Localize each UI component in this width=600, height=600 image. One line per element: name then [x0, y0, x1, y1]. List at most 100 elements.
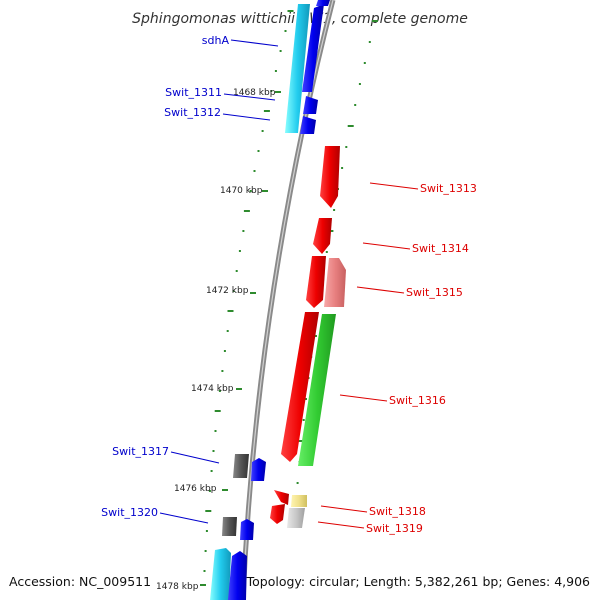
label-Swit_1316[interactable]: Swit_1316	[389, 394, 446, 407]
label-Swit_1313[interactable]: Swit_1313	[420, 182, 477, 195]
gene-Swit_1315-red[interactable]	[306, 256, 326, 308]
gene-Swit_1316-green[interactable]	[298, 314, 336, 466]
label-Swit_1318[interactable]: Swit_1318	[369, 505, 426, 518]
label-Swit_1320[interactable]: Swit_1320	[101, 506, 158, 519]
outer-ring-tick	[333, 209, 336, 211]
gene-Swit_1319-red[interactable]	[270, 504, 285, 524]
outer-ring-tick	[305, 398, 307, 400]
inner-ring-tick	[270, 90, 273, 92]
leader-Swit_1312	[222, 113, 271, 121]
kbp-tick-1474	[236, 388, 242, 390]
inner-ring-tick	[223, 350, 226, 352]
gene-Swit_1315-pink[interactable]	[324, 258, 346, 307]
inner-ring-tick	[238, 250, 241, 252]
kbp-tick-1472	[250, 292, 256, 294]
label-Swit_1315[interactable]: Swit_1315	[406, 286, 463, 299]
gene-Swit_1313[interactable]	[320, 146, 340, 208]
gene-Swit_1320-gray[interactable]	[222, 517, 237, 536]
inner-ring-tick	[279, 50, 282, 52]
inner-ring-tick	[204, 550, 207, 552]
inner-ring-tick	[227, 310, 234, 312]
gene-Swit_1317-gray[interactable]	[233, 454, 249, 478]
reverse-labels: Swit_1313 Swit_1314 Swit_1315 Swit_1316 …	[317, 182, 477, 535]
inner-ring-tick	[249, 190, 252, 192]
gene-Swit_1318-khaki[interactable]	[291, 495, 307, 507]
leader-sdhA	[230, 39, 279, 47]
label-Swit_1311[interactable]: Swit_1311	[165, 86, 222, 99]
kbp-label-1472: 1472 kbp	[206, 286, 249, 296]
outer-ring-tick	[354, 104, 357, 106]
leader-Swit_1311	[223, 93, 276, 101]
kbp-label-1468: 1468 kbp	[233, 88, 276, 98]
kbp-tick-1478	[200, 584, 206, 586]
leader-Swit_1317	[170, 451, 220, 464]
kbp-scale: 1468 kbp 1470 kbp 1472 kbp 1474 kbp 1476…	[156, 88, 281, 592]
gene-Swit_1319-gray[interactable]	[287, 508, 305, 528]
gene-Swit_1318-red[interactable]	[274, 490, 289, 505]
inner-ring-tick	[205, 530, 208, 532]
inner-ring-tick	[212, 450, 215, 452]
gene-Swit_1320-blue[interactable]	[240, 519, 254, 540]
inner-ring-tick	[232, 290, 235, 292]
kbp-label-1476: 1476 kbp	[174, 484, 217, 494]
inner-ring-tick	[243, 210, 250, 212]
label-sdhA[interactable]: sdhA	[202, 34, 230, 47]
outer-ring-tick	[298, 440, 305, 442]
inner-ring-tick	[214, 410, 221, 412]
leader-Swit_1316	[339, 394, 388, 402]
label-Swit_1312[interactable]: Swit_1312	[164, 106, 221, 119]
outer-ring-tick	[347, 125, 354, 127]
outer-ring-tick	[371, 20, 378, 22]
inner-ring-tick	[284, 30, 287, 32]
leader-Swit_1313	[369, 182, 419, 190]
inner-ring-tick	[214, 430, 217, 432]
inner-ring-tick	[226, 330, 229, 332]
inner-ring-tick	[210, 470, 213, 472]
gene-sdhA-cyan[interactable]	[285, 4, 310, 133]
outer-ring-tick	[296, 482, 299, 484]
gene-Swit_1311[interactable]	[303, 96, 318, 114]
gene-Swit_1314[interactable]	[313, 218, 332, 254]
inner-ring-tick	[208, 490, 211, 492]
inner-ring-tick	[235, 270, 238, 272]
inner-ring-tick	[203, 570, 206, 572]
forward-labels: sdhA Swit_1311 Swit_1312 Swit_1317 Swit_…	[101, 34, 279, 524]
gene-Swit_1312[interactable]	[300, 116, 316, 134]
gene-Swit_1317-blue[interactable]	[251, 458, 266, 481]
outer-ring-tick	[368, 41, 371, 43]
inner-ring-tick	[261, 130, 264, 132]
reverse-genes	[270, 146, 346, 528]
inner-ring-tick	[205, 510, 212, 512]
gene-bottom-cyan[interactable]	[210, 548, 231, 600]
gene-top-blue[interactable]	[316, 0, 330, 6]
inner-ring-tick	[274, 70, 277, 72]
outer-ring-tick	[325, 251, 328, 253]
inner-ring-tick	[221, 370, 224, 372]
inner-ring-tick	[253, 170, 256, 172]
inner-ring-tick	[263, 110, 270, 112]
gene-Swit_1316-red[interactable]	[281, 312, 319, 462]
gene-bottom-blue[interactable]	[228, 551, 247, 600]
label-Swit_1314[interactable]: Swit_1314	[412, 242, 469, 255]
label-Swit_1317[interactable]: Swit_1317	[112, 445, 169, 458]
outer-ring-tick	[341, 167, 344, 169]
leader-Swit_1320	[159, 512, 209, 524]
kbp-label-1474: 1474 kbp	[191, 384, 234, 394]
gene-sdhA-blue[interactable]	[302, 4, 324, 92]
leader-Swit_1315	[356, 286, 405, 294]
topology-text: Topology: circular; Length: 5,382,261 bp…	[246, 574, 590, 589]
forward-genes	[210, 0, 330, 600]
kbp-tick-1468	[275, 91, 281, 93]
accession-text: Accession: NC_009511	[9, 574, 151, 589]
inner-ring-tick	[287, 10, 294, 12]
inner-ring-tick	[257, 150, 260, 152]
leader-Swit_1319	[317, 521, 365, 529]
kbp-tick-1476	[222, 489, 228, 491]
kbp-tick-1470	[262, 190, 268, 192]
leader-Swit_1314	[362, 242, 411, 250]
label-Swit_1319[interactable]: Swit_1319	[366, 522, 423, 535]
kbp-label-1478: 1478 kbp	[156, 582, 199, 592]
outer-ring-tick	[358, 83, 361, 85]
outer-ring-tick	[363, 62, 366, 64]
